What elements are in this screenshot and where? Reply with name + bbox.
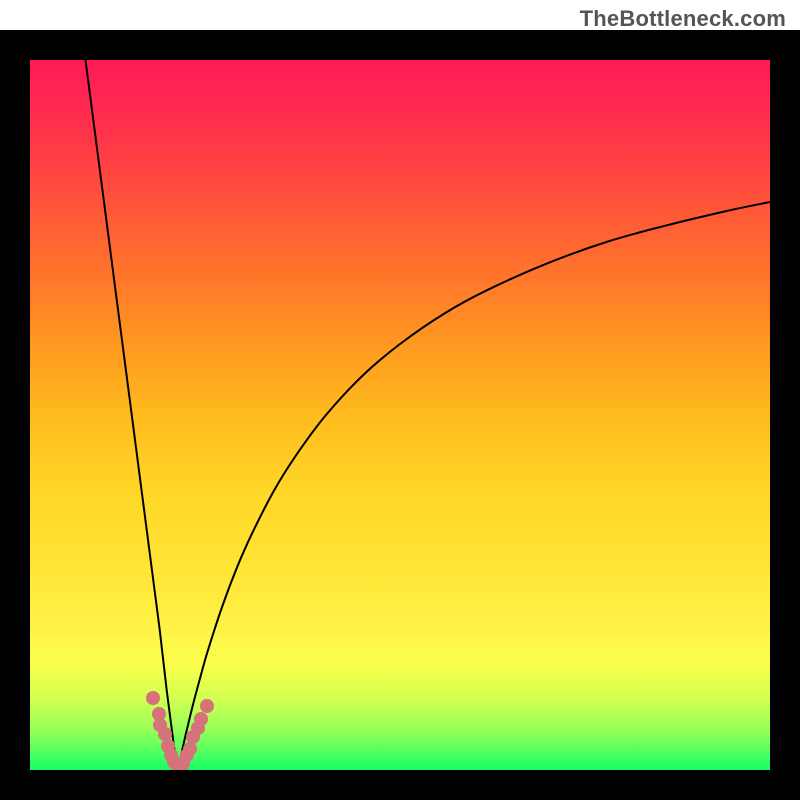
plot-frame <box>0 30 800 800</box>
data-marker <box>146 691 160 705</box>
data-marker <box>200 699 214 713</box>
watermark-text: TheBottleneck.com <box>580 6 786 32</box>
plot-area <box>30 60 770 770</box>
chart-root: TheBottleneck.com <box>0 0 800 800</box>
data-marker <box>183 742 197 756</box>
data-marker <box>194 712 208 726</box>
marker-layer <box>30 60 770 770</box>
